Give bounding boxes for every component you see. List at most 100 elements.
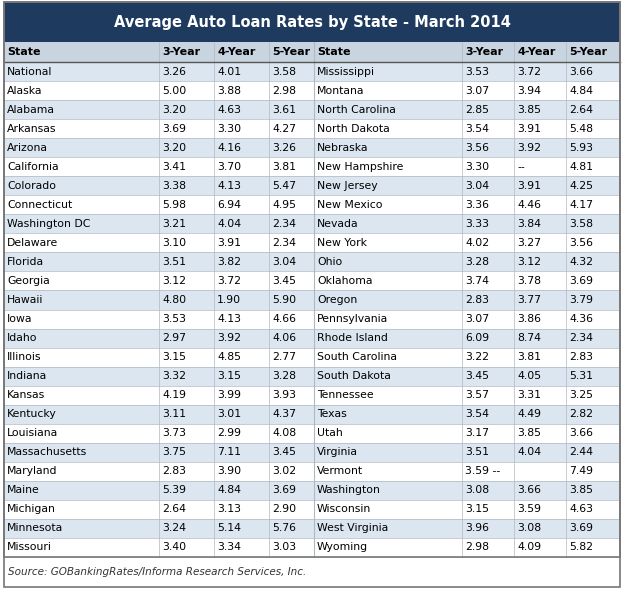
Text: 3.45: 3.45 (272, 447, 296, 458)
Text: Oregon: Oregon (317, 295, 358, 305)
Text: Montana: Montana (317, 85, 364, 96)
Text: Utah: Utah (317, 428, 343, 438)
Text: Louisiana: Louisiana (7, 428, 58, 438)
Text: 2.99: 2.99 (217, 428, 241, 438)
Bar (4, 157, 620, 176)
Text: 4.95: 4.95 (272, 200, 296, 210)
Text: 2.64: 2.64 (569, 105, 593, 115)
Text: National: National (7, 67, 52, 76)
Text: 4.36: 4.36 (569, 314, 593, 324)
Text: 2.34: 2.34 (272, 238, 296, 248)
Text: 3.57: 3.57 (465, 390, 489, 400)
Text: 3.92: 3.92 (217, 333, 241, 343)
Text: 3.01: 3.01 (217, 409, 241, 419)
Bar (4, 215, 620, 233)
Text: 4.46: 4.46 (517, 200, 541, 210)
Text: 3.45: 3.45 (272, 276, 296, 286)
Text: 3.45: 3.45 (465, 371, 489, 381)
Text: Kansas: Kansas (7, 390, 46, 400)
Text: 3-Year: 3-Year (162, 47, 200, 57)
Text: Florida: Florida (7, 257, 44, 267)
Text: 2.44: 2.44 (569, 447, 593, 458)
Text: 3.15: 3.15 (465, 504, 489, 514)
Text: 4.19: 4.19 (162, 390, 186, 400)
Text: 3.10: 3.10 (162, 238, 186, 248)
Text: 5.93: 5.93 (569, 142, 593, 153)
Text: 3.20: 3.20 (162, 142, 186, 153)
Text: 3.90: 3.90 (217, 467, 241, 476)
Text: 3.88: 3.88 (217, 85, 241, 96)
Text: 4.85: 4.85 (217, 352, 241, 362)
Bar (4, 310, 620, 328)
Text: Maryland: Maryland (7, 467, 57, 476)
Text: 2.34: 2.34 (569, 333, 593, 343)
Text: 3.21: 3.21 (162, 219, 186, 229)
Text: Average Auto Loan Rates by State - March 2014: Average Auto Loan Rates by State - March… (114, 15, 510, 30)
Text: 4.66: 4.66 (272, 314, 296, 324)
Bar (4, 385, 620, 405)
Text: 4.37: 4.37 (272, 409, 296, 419)
Text: 7.49: 7.49 (569, 467, 593, 476)
Text: 3.27: 3.27 (517, 238, 541, 248)
Bar (4, 2, 620, 42)
Text: 3.85: 3.85 (517, 105, 541, 115)
Text: 5.82: 5.82 (569, 542, 593, 553)
Text: New Hampshire: New Hampshire (317, 162, 403, 171)
Text: 3.40: 3.40 (162, 542, 186, 553)
Bar (4, 195, 620, 215)
Text: Washington DC: Washington DC (7, 219, 90, 229)
Text: State: State (317, 47, 351, 57)
Text: Colorado: Colorado (7, 181, 56, 191)
Text: 3.93: 3.93 (272, 390, 296, 400)
Text: 3.15: 3.15 (217, 371, 241, 381)
Bar (4, 81, 620, 100)
Text: 3.69: 3.69 (272, 485, 296, 495)
Text: Washington: Washington (317, 485, 381, 495)
Text: 4.81: 4.81 (569, 162, 593, 171)
Text: 3.31: 3.31 (517, 390, 541, 400)
Text: Hawaii: Hawaii (7, 295, 44, 305)
Text: 3.79: 3.79 (569, 295, 593, 305)
Text: 4.63: 4.63 (217, 105, 241, 115)
Text: 4.49: 4.49 (517, 409, 541, 419)
Text: 4.04: 4.04 (517, 447, 541, 458)
Text: 3.72: 3.72 (217, 276, 241, 286)
Text: South Dakota: South Dakota (317, 371, 391, 381)
Bar (4, 481, 620, 500)
Bar (4, 424, 620, 443)
Bar (4, 271, 620, 290)
Text: 3.85: 3.85 (517, 428, 541, 438)
Text: 3.59: 3.59 (517, 504, 541, 514)
Text: Alabama: Alabama (7, 105, 55, 115)
Text: 2.83: 2.83 (465, 295, 489, 305)
Text: 4-Year: 4-Year (517, 47, 555, 57)
Text: 2.85: 2.85 (465, 105, 489, 115)
Text: Source: GOBankingRates/Informa Research Services, Inc.: Source: GOBankingRates/Informa Research … (8, 567, 306, 577)
Text: 2.97: 2.97 (162, 333, 186, 343)
Text: Rhode Island: Rhode Island (317, 333, 388, 343)
Text: 2.90: 2.90 (272, 504, 296, 514)
Text: --: -- (517, 162, 525, 171)
Text: 8.74: 8.74 (517, 333, 541, 343)
Text: 3.28: 3.28 (272, 371, 296, 381)
Text: 3.12: 3.12 (162, 276, 186, 286)
Text: New York: New York (317, 238, 367, 248)
Text: 3.96: 3.96 (465, 524, 489, 533)
Text: 3.77: 3.77 (517, 295, 541, 305)
Bar (4, 348, 620, 367)
Text: 4.02: 4.02 (465, 238, 489, 248)
Text: Arkansas: Arkansas (7, 124, 57, 134)
Text: 3.24: 3.24 (162, 524, 186, 533)
Text: Oklahoma: Oklahoma (317, 276, 373, 286)
Text: 3.11: 3.11 (162, 409, 186, 419)
Text: 2.98: 2.98 (272, 85, 296, 96)
Text: Missouri: Missouri (7, 542, 52, 553)
Text: 3.58: 3.58 (569, 219, 593, 229)
Text: 3.33: 3.33 (465, 219, 489, 229)
Text: Wyoming: Wyoming (317, 542, 368, 553)
Text: 3.86: 3.86 (517, 314, 541, 324)
Text: 3.03: 3.03 (272, 542, 296, 553)
Text: 3.85: 3.85 (569, 485, 593, 495)
Text: 4.09: 4.09 (517, 542, 541, 553)
Text: 5.47: 5.47 (272, 181, 296, 191)
